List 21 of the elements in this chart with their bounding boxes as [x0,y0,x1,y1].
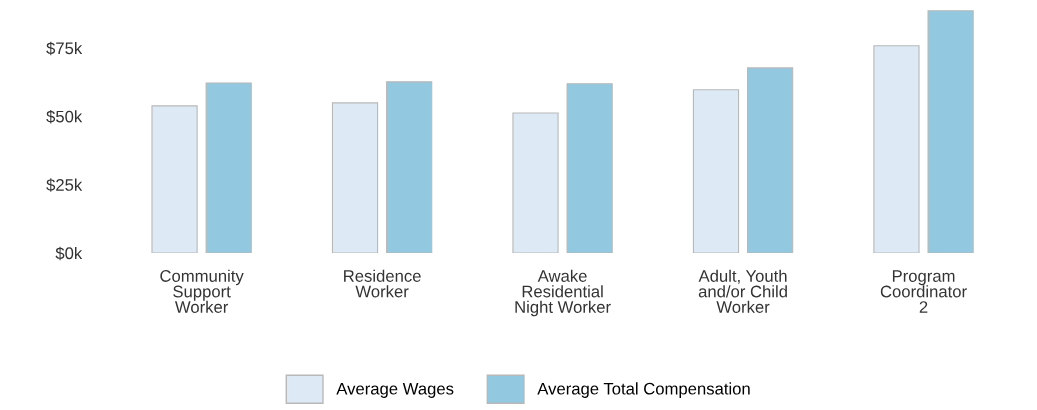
bar [386,81,433,253]
x-tick-label: Adult, Youth and/or Child Worker [698,269,787,313]
x-tick-label: Awake Residential Night Worker [515,269,611,317]
bar [873,45,920,253]
y-tick-label: $25k [46,178,83,192]
y-tick-label: $50k [46,110,83,124]
bar [692,89,740,253]
bar [512,112,559,253]
legend-label: Average Wages [336,382,454,398]
x-tick-label: Residence Worker [344,269,421,298]
y-tick-label: $75k [46,41,83,56]
bar [331,102,379,253]
bar [927,10,974,253]
legend-label: Average Total Compensation [537,382,750,398]
x-tick-label: Community Support Worker [160,269,244,313]
bar [566,83,613,253]
bar [151,105,198,253]
y-tick-label: $0k [55,246,83,261]
bar [205,82,252,253]
x-tick-label: Program Coordinator 2 [880,270,967,313]
bar [747,67,794,253]
